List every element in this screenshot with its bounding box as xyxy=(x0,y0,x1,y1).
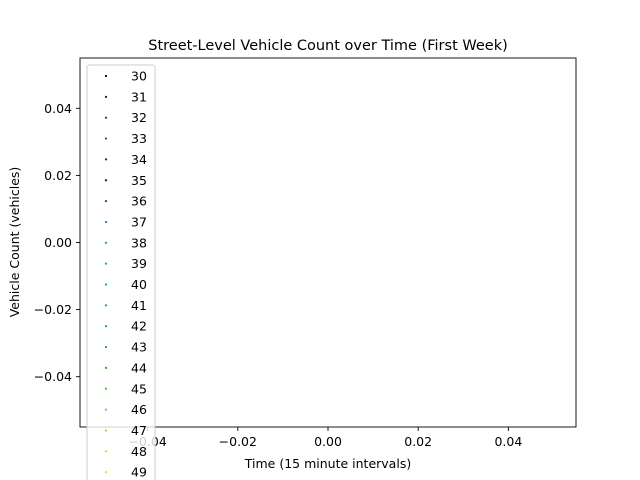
legend-label: 45 xyxy=(131,381,147,396)
legend-label: 42 xyxy=(131,319,147,334)
legend-marker xyxy=(104,262,108,265)
y-tick-label: 0.04 xyxy=(44,101,72,116)
legend-marker xyxy=(104,408,108,411)
legend-label: 38 xyxy=(131,235,147,250)
legend-label: 39 xyxy=(131,256,147,271)
legend-marker xyxy=(104,137,108,140)
legend-marker xyxy=(104,95,108,98)
legend-label: 35 xyxy=(131,173,147,188)
x-tick-label: 0.00 xyxy=(314,434,342,449)
legend-marker xyxy=(104,387,108,390)
legend-marker xyxy=(104,325,108,328)
chart-title: Street-Level Vehicle Count over Time (Fi… xyxy=(148,38,508,54)
legend-label: 43 xyxy=(131,340,147,355)
legend-label: 40 xyxy=(131,277,147,292)
legend-frame xyxy=(86,64,156,480)
y-tick-label: −0.04 xyxy=(34,369,72,384)
y-tick-label: −0.02 xyxy=(34,302,72,317)
legend-marker xyxy=(104,116,108,119)
legend-label: 41 xyxy=(131,298,147,313)
legend-label: 37 xyxy=(131,214,147,229)
legend-label: 46 xyxy=(131,402,147,417)
legend-marker xyxy=(104,471,108,474)
legend-marker xyxy=(104,345,108,349)
legend-label: 33 xyxy=(131,131,147,146)
legend-marker xyxy=(104,158,108,161)
x-tick-label: −0.02 xyxy=(219,434,257,449)
legend-label: 32 xyxy=(131,110,147,125)
legend-marker xyxy=(104,200,108,203)
legend-marker xyxy=(104,283,108,286)
legend-marker xyxy=(104,429,108,432)
legend-label: 36 xyxy=(131,194,147,209)
legend-marker xyxy=(104,241,108,244)
legend-label: 44 xyxy=(131,360,147,375)
plot-area xyxy=(79,57,577,428)
legend-marker xyxy=(104,74,108,78)
y-axis-ticks: 0.04 0.02 0.00 −0.02 −0.04 xyxy=(34,101,80,384)
x-tick-label: 0.02 xyxy=(404,434,432,449)
legend-label: 31 xyxy=(131,89,147,104)
legend-label: 30 xyxy=(131,69,147,84)
legend-marker xyxy=(104,179,108,182)
legend-label: 48 xyxy=(131,444,147,459)
legend-label: 47 xyxy=(131,423,147,438)
y-tick-label: 0.00 xyxy=(44,235,72,250)
legend-marker xyxy=(104,304,108,307)
x-axis-label: Time (15 minute intervals) xyxy=(244,456,411,471)
y-axis-label: Vehicle Count (vehicles) xyxy=(7,167,22,318)
legend-label: 49 xyxy=(131,465,147,480)
legend-label: 34 xyxy=(131,152,147,167)
legend-marker xyxy=(104,366,108,369)
x-tick-label: 0.04 xyxy=(494,434,522,449)
legend-marker xyxy=(104,220,108,224)
y-tick-label: 0.02 xyxy=(44,168,72,183)
legend-marker xyxy=(104,450,108,453)
legend: 30 31 32 33 34 35 36 37 38 39 40 41 42 43 44 45 46 47 48 49 xyxy=(86,64,156,480)
